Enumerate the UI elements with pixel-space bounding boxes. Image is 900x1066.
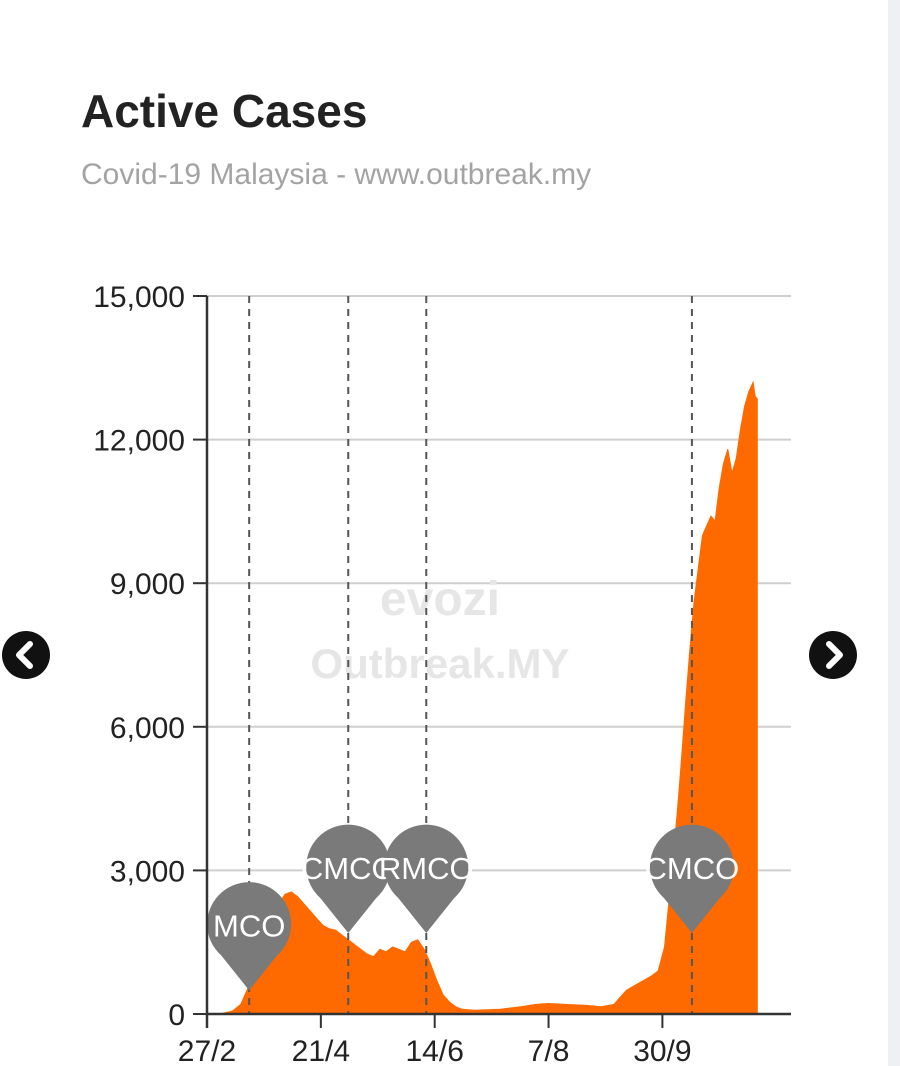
page-scrollbar[interactable] [888, 0, 900, 1066]
y-tick-label: 12,000 [93, 425, 185, 458]
watermark-brand: evozi [380, 573, 500, 626]
chart-subtitle: Covid-19 Malaysia - www.outbreak.my [81, 158, 592, 191]
page-title: Active Cases [81, 85, 368, 137]
watermark: evozi Outbreak.MY [310, 573, 569, 687]
annotation-marker [384, 824, 469, 933]
x-tick-label: 21/4 [292, 1035, 350, 1066]
annotation-marker [649, 824, 734, 933]
chevron-right-icon [826, 641, 843, 669]
x-tick-label: 27/2 [178, 1035, 236, 1066]
x-tick-label: 7/8 [528, 1035, 570, 1066]
y-tick-label: 3,000 [110, 855, 185, 888]
y-tick-label: 0 [168, 999, 185, 1032]
chevron-left-icon [16, 641, 33, 669]
y-tick-label: 9,000 [110, 568, 185, 601]
x-tick-label: 14/6 [406, 1035, 464, 1066]
annotation-label: CMCO [645, 851, 740, 886]
annotation-marker [306, 824, 391, 933]
y-tick-label: 15,000 [93, 281, 185, 314]
y-tick-label: 6,000 [110, 712, 185, 745]
watermark-site: Outbreak.MY [310, 640, 569, 687]
annotation-label: RMCO [379, 851, 474, 886]
annotation-label: MCO [213, 908, 285, 943]
next-chart-button[interactable] [809, 631, 857, 679]
annotation-marker [207, 882, 292, 991]
x-tick-label: 30/9 [633, 1035, 691, 1066]
previous-chart-button[interactable] [2, 631, 50, 679]
annotation-label: CMCO [301, 851, 396, 886]
axes: 0 3,000 6,000 9,000 12,000 15,000 27/2 21/4 14/6… [93, 281, 791, 1066]
